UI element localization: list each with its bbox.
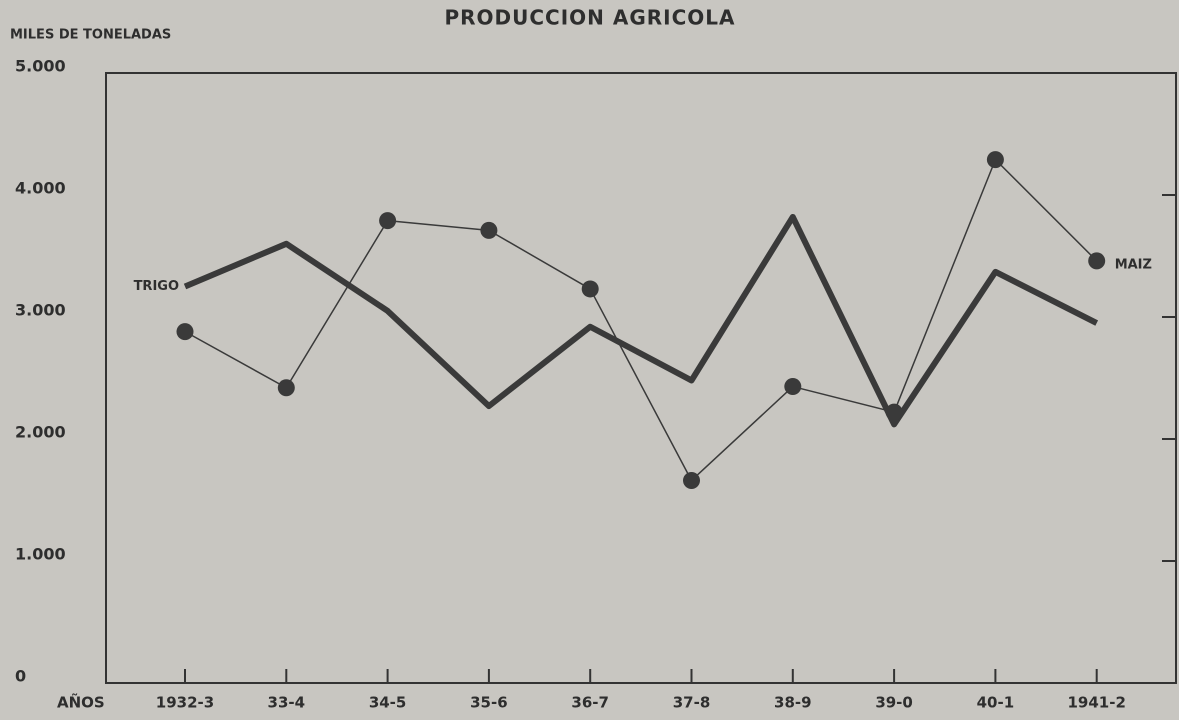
series-line xyxy=(184,158,1098,482)
point-marker xyxy=(1088,252,1106,270)
point-marker xyxy=(885,403,903,421)
y-tick-label: 5.000 xyxy=(15,57,66,76)
y-axis-label: MILES DE TONELADAS xyxy=(10,28,171,43)
x-tick-label: 34-5 xyxy=(369,694,407,712)
x-tick-label: 40-1 xyxy=(977,694,1015,712)
chart-title: PRODUCCION AGRICOLA xyxy=(444,6,735,30)
series-line xyxy=(183,213,1099,428)
point-marker xyxy=(986,151,1004,169)
y-tick-label: 3.000 xyxy=(15,301,66,320)
series-label: MAIZ xyxy=(1115,257,1152,272)
point-marker xyxy=(176,323,194,341)
point-marker xyxy=(683,471,700,489)
x-tick-label: 1941-2 xyxy=(1067,694,1125,712)
y-tick-label: 2.000 xyxy=(15,423,66,442)
point-marker xyxy=(480,221,498,239)
point-marker xyxy=(784,378,802,396)
series-label: TRIGO xyxy=(134,279,179,294)
x-axis-label: AÑOS xyxy=(57,693,105,712)
point-marker xyxy=(277,379,295,397)
x-tick-label: 38-9 xyxy=(774,694,812,712)
point-marker xyxy=(581,280,599,298)
point-marker xyxy=(379,212,397,230)
x-tick-label: 36-7 xyxy=(571,694,609,712)
x-tick-label: 35-6 xyxy=(470,694,508,712)
y-tick-label: 4.000 xyxy=(15,179,66,198)
x-tick-label: 33-4 xyxy=(268,694,306,712)
plot-frame xyxy=(105,72,1177,684)
x-tick-label: 37-8 xyxy=(673,694,711,712)
x-tick-label: 1932-3 xyxy=(156,694,214,712)
x-tick-label: 39-0 xyxy=(875,694,913,712)
y-tick-label: 1.000 xyxy=(15,545,66,564)
y-tick-label: 0 xyxy=(15,667,26,686)
